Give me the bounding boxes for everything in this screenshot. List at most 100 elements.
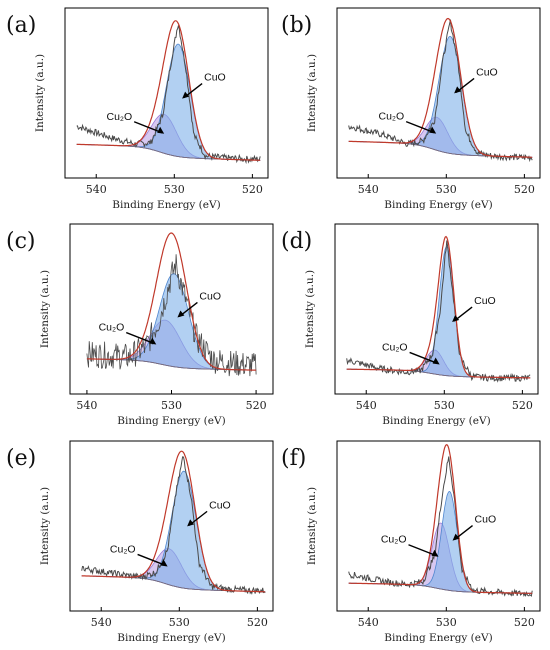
envelope-fit-line xyxy=(348,444,533,594)
cu2o-arrowhead xyxy=(429,126,437,134)
panel-label: (a) xyxy=(6,13,36,38)
panel-b: 540 530 520 Binding Energy (eV) Intensity (a… xyxy=(281,7,541,211)
cu2o-arrow xyxy=(408,544,437,557)
envelope-fit-line xyxy=(346,235,531,379)
cu2o-label: Cu₂O xyxy=(382,341,408,353)
panel-e: 540 530 520 Binding Energy (eV) Intensity (a… xyxy=(6,440,274,644)
x-tick-label: 520 xyxy=(247,616,268,629)
panel-label: (e) xyxy=(6,446,36,471)
cuo-component xyxy=(81,470,266,593)
x-tick-label: 540 xyxy=(91,616,112,629)
cu2o-label: Cu₂O xyxy=(110,543,136,555)
x-axis-label: Binding Energy (eV) xyxy=(384,199,492,211)
plot-group xyxy=(346,235,531,383)
cuo-label: CuO xyxy=(199,290,221,302)
x-axis-label: Binding Energy (eV) xyxy=(382,415,490,427)
cuo-label: CuO xyxy=(475,514,497,526)
cu2o-arrowhead xyxy=(432,357,440,365)
cuo-arrowhead xyxy=(452,315,460,323)
raw-data-line xyxy=(86,254,257,377)
plot-frame xyxy=(334,223,539,395)
panel-c: 540 530 520 Binding Energy (eV) Intensity (a… xyxy=(6,223,274,427)
plot-frame xyxy=(336,440,541,612)
raw-data-line xyxy=(76,25,261,165)
envelope-fit-line xyxy=(81,450,266,593)
cu2o-label: Cu₂O xyxy=(106,111,132,123)
y-axis-label: Intensity (a.u.) xyxy=(34,54,46,132)
cuo-arrowhead xyxy=(187,519,195,527)
y-axis-label: Intensity (a.u.) xyxy=(39,487,51,565)
plot-group xyxy=(76,20,261,165)
plot-frame xyxy=(64,7,269,179)
plot-group xyxy=(81,450,266,595)
x-tick-label: 520 xyxy=(242,183,263,196)
y-axis-label: Intensity (a.u.) xyxy=(304,270,316,348)
raw-data-line xyxy=(81,456,266,595)
envelope-fit-line xyxy=(76,20,261,161)
cuo-component xyxy=(346,246,531,379)
panel-a: 540 530 520 Binding Energy (eV) Intensity (a… xyxy=(6,7,269,211)
x-axis-label: Binding Energy (eV) xyxy=(117,415,225,427)
x-tick-label: 520 xyxy=(514,183,535,196)
cuo-label: CuO xyxy=(476,66,498,78)
plot-frame xyxy=(336,7,541,179)
cu2o-arrow xyxy=(409,351,438,365)
x-tick-label: 540 xyxy=(356,399,377,412)
x-tick-label: 520 xyxy=(514,616,535,629)
x-tick-label: 520 xyxy=(512,399,533,412)
x-tick-label: 520 xyxy=(246,399,267,412)
cu2o-arrow xyxy=(405,120,435,134)
cuo-arrowhead xyxy=(182,91,190,99)
x-tick-label: 540 xyxy=(358,183,379,196)
cuo-arrowhead xyxy=(177,310,185,318)
x-tick-label: 530 xyxy=(434,399,455,412)
panel-label: (b) xyxy=(281,13,312,38)
y-axis-label: Intensity (a.u.) xyxy=(39,270,51,348)
x-axis-label: Binding Energy (eV) xyxy=(384,632,492,644)
cuo-component xyxy=(348,36,533,158)
y-axis-label: Intensity (a.u.) xyxy=(306,487,318,565)
cuo-label: CuO xyxy=(474,295,496,307)
cu2o-arrowhead xyxy=(160,559,168,567)
plot-group xyxy=(348,17,533,163)
envelope-fit-line xyxy=(86,232,257,371)
cu2o-arrow xyxy=(126,331,155,345)
panel-d: 540 530 520 Binding Energy (eV) Intensity (a… xyxy=(281,223,539,427)
x-tick-label: 530 xyxy=(436,183,457,196)
cu2o-arrowhead xyxy=(431,549,439,557)
cuo-arrowhead xyxy=(452,533,460,541)
cuo-label: CuO xyxy=(209,499,231,511)
cuo-arrowhead xyxy=(454,86,462,94)
cuo-component xyxy=(76,43,261,161)
panel-label: (c) xyxy=(6,229,36,254)
x-tick-label: 530 xyxy=(161,399,182,412)
cuo-label: CuO xyxy=(204,72,226,84)
x-tick-label: 540 xyxy=(76,399,97,412)
cu2o-label: Cu₂O xyxy=(381,534,407,546)
x-tick-label: 530 xyxy=(164,183,185,196)
panel-label: (f) xyxy=(281,446,306,471)
envelope-fit-line xyxy=(348,17,533,158)
raw-data-line xyxy=(346,240,531,383)
panel-f: 540 530 520 Binding Energy (eV) Intensity (a… xyxy=(281,440,541,644)
x-tick-label: 530 xyxy=(169,616,190,629)
plot-group xyxy=(86,232,257,377)
x-axis-label: Binding Energy (eV) xyxy=(117,632,225,644)
panel-label: (d) xyxy=(281,229,312,254)
cu2o-arrowhead xyxy=(157,126,165,134)
cu2o-label: Cu₂O xyxy=(99,322,125,334)
cu2o-arrow xyxy=(133,121,163,134)
x-tick-label: 530 xyxy=(436,616,457,629)
cu2o-arrowhead xyxy=(149,337,157,345)
x-axis-label: Binding Energy (eV) xyxy=(112,199,220,211)
cu2o-arrow xyxy=(137,553,166,567)
x-tick-label: 540 xyxy=(358,616,379,629)
raw-data-line xyxy=(348,19,533,163)
plot-frame xyxy=(69,440,274,612)
x-tick-label: 540 xyxy=(86,183,107,196)
y-axis-label: Intensity (a.u.) xyxy=(306,54,318,132)
cu2o-label: Cu₂O xyxy=(378,111,404,123)
plot-group xyxy=(348,444,533,598)
raw-data-line xyxy=(348,456,533,598)
